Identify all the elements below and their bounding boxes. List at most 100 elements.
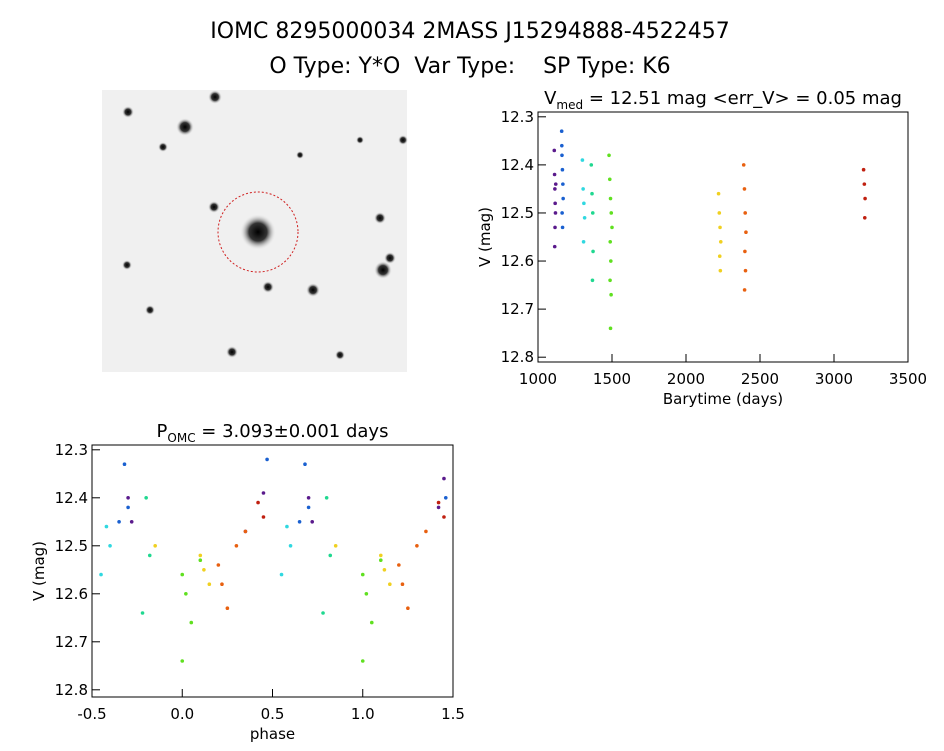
x-tick-label: 1500 bbox=[593, 370, 631, 388]
data-point bbox=[743, 249, 747, 254]
data-point bbox=[144, 496, 148, 500]
data-point bbox=[126, 496, 130, 500]
data-point bbox=[243, 529, 248, 534]
x-axis-label: phase bbox=[250, 725, 295, 743]
title-main: V bbox=[544, 88, 557, 109]
data-point bbox=[582, 215, 587, 220]
data-point bbox=[590, 211, 595, 215]
y-tick-label: 12.7 bbox=[501, 300, 534, 318]
data-point bbox=[360, 659, 365, 663]
data-point bbox=[415, 544, 419, 548]
data-point bbox=[581, 187, 585, 191]
data-point bbox=[609, 292, 613, 297]
data-point bbox=[580, 158, 585, 162]
data-point bbox=[443, 496, 448, 500]
data-point bbox=[184, 592, 188, 596]
data-point bbox=[553, 187, 557, 191]
plot-frame bbox=[91, 444, 454, 698]
title-sub: med bbox=[556, 98, 583, 112]
data-point bbox=[147, 553, 152, 558]
data-point bbox=[553, 201, 557, 206]
y-axis-label: V (mag) bbox=[476, 207, 494, 267]
data-point bbox=[552, 148, 557, 153]
data-point bbox=[591, 249, 595, 254]
x-tick-label: -0.5 bbox=[77, 705, 106, 723]
data-point bbox=[717, 211, 722, 215]
y-tick-label: 12.5 bbox=[501, 204, 534, 222]
data-point bbox=[202, 568, 206, 572]
x-tick-label: 2000 bbox=[667, 370, 705, 388]
data-point bbox=[561, 196, 565, 201]
chart-title: Vmed = 12.51 mag <err_V> = 0.05 mag bbox=[544, 88, 902, 112]
data-point bbox=[261, 515, 266, 519]
data-point bbox=[288, 544, 293, 548]
data-point bbox=[561, 182, 565, 186]
data-point bbox=[560, 225, 565, 230]
data-point bbox=[324, 496, 329, 500]
data-point bbox=[862, 182, 867, 186]
x-tick-label: 0.5 bbox=[261, 705, 285, 723]
data-point bbox=[590, 278, 595, 283]
data-point bbox=[609, 259, 613, 263]
data-point bbox=[216, 563, 221, 567]
data-point bbox=[333, 544, 338, 548]
data-point bbox=[717, 254, 722, 259]
data-point bbox=[608, 196, 613, 201]
data-point bbox=[310, 520, 315, 524]
data-point bbox=[424, 529, 428, 534]
data-point bbox=[861, 167, 866, 172]
data-point bbox=[560, 211, 564, 215]
data-point bbox=[553, 182, 558, 186]
x-tick-label: 3500 bbox=[889, 370, 927, 388]
data-point bbox=[256, 500, 260, 505]
data-point bbox=[560, 153, 564, 158]
data-point bbox=[607, 177, 612, 182]
data-point bbox=[153, 544, 157, 548]
data-point bbox=[180, 572, 185, 577]
data-point bbox=[279, 572, 284, 577]
data-point bbox=[198, 553, 203, 558]
sky-image bbox=[102, 90, 408, 372]
x-tick-label: 0.0 bbox=[170, 705, 194, 723]
title-rest: = 3.093±0.001 days bbox=[196, 421, 389, 442]
data-point bbox=[609, 211, 614, 215]
data-point bbox=[406, 606, 410, 610]
data-point bbox=[297, 520, 302, 524]
data-point bbox=[608, 278, 612, 283]
y-tick-label: 12.5 bbox=[55, 537, 88, 555]
y-tick-label: 12.8 bbox=[55, 681, 88, 699]
data-point bbox=[863, 196, 867, 201]
data-point bbox=[608, 326, 613, 331]
data-point bbox=[328, 553, 333, 558]
data-point bbox=[436, 500, 441, 505]
data-point bbox=[126, 505, 130, 510]
data-point bbox=[207, 582, 212, 586]
y-axis-label: V (mag) bbox=[30, 541, 48, 601]
data-point bbox=[397, 563, 401, 567]
data-point bbox=[382, 568, 387, 572]
data-point bbox=[862, 215, 867, 220]
data-point bbox=[388, 582, 392, 586]
data-point bbox=[379, 558, 383, 562]
data-point bbox=[741, 163, 746, 167]
data-point bbox=[718, 225, 722, 230]
data-point bbox=[400, 582, 405, 586]
data-point bbox=[306, 496, 311, 500]
x-tick-label: 3000 bbox=[815, 370, 853, 388]
data-point bbox=[265, 457, 269, 462]
title-rest: = 12.51 mag <err_V> = 0.05 mag bbox=[583, 88, 902, 109]
data-point bbox=[140, 611, 145, 615]
x-axis-label: Barytime (days) bbox=[663, 390, 783, 408]
data-point bbox=[442, 515, 446, 519]
data-point bbox=[742, 288, 747, 292]
data-point bbox=[369, 620, 374, 625]
data-point bbox=[198, 558, 203, 562]
chart-title: POMC = 3.093±0.001 days bbox=[157, 421, 389, 445]
y-tick-label: 12.4 bbox=[501, 156, 534, 174]
data-point bbox=[108, 544, 112, 548]
data-point bbox=[104, 524, 109, 529]
data-point bbox=[590, 191, 594, 196]
data-point bbox=[225, 606, 230, 610]
data-point bbox=[610, 225, 614, 230]
x-tick-label: 1000 bbox=[519, 370, 557, 388]
